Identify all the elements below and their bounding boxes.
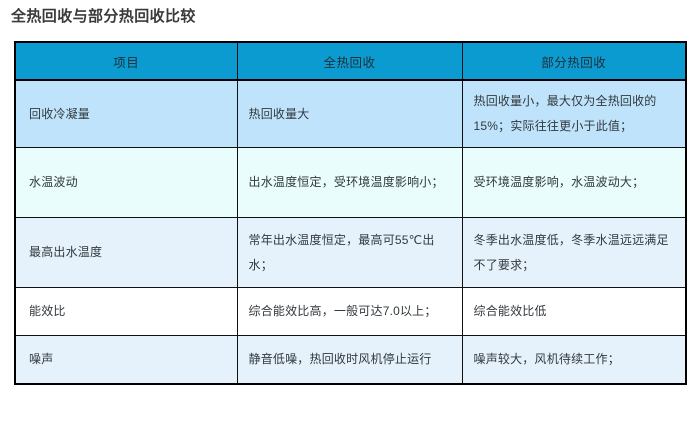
column-header-item: 项目 [14, 41, 238, 81]
table-row: 水温波动 出水温度恒定，受环境温度影响小； 受环境温度影响，水温波动大； [14, 147, 687, 218]
table-row: 能效比 综合能效比高，一般可达7.0以上； 综合能效比低 [14, 287, 687, 336]
table-row: 噪声 静音低噪，热回收时风机停止运行 噪声较大，风机待续工作； [14, 335, 687, 384]
comparison-table: 项目 全热回收 部分热回收 回收冷凝量 热回收量大 热回收量小，最大仅为全热回收… [14, 41, 687, 385]
cell-full-energy-efficiency-ratio: 综合能效比高，一般可达7.0以上； [236, 287, 463, 336]
cell-item-noise: 噪声 [14, 335, 238, 384]
cell-full-max-outlet-temp: 常年出水温度恒定，最高可55℃出水； [236, 217, 463, 288]
table-body: 回收冷凝量 热回收量大 热回收量小，最大仅为全热回收的15%；实际往往更小于此值… [14, 79, 687, 384]
cell-partial-water-temp-fluctuation: 受环境温度影响，水温波动大； [461, 147, 687, 218]
table-row: 回收冷凝量 热回收量大 热回收量小，最大仅为全热回收的15%；实际往往更小于此值… [14, 79, 687, 148]
page-title: 全热回收与部分热回收比较 [11, 8, 196, 25]
table-header-row: 项目 全热回收 部分热回收 [14, 41, 687, 81]
cell-item-energy-efficiency-ratio: 能效比 [14, 287, 238, 336]
cell-partial-max-outlet-temp: 冬季出水温度低，冬季水温远远满足不了要求； [461, 217, 687, 288]
comparison-table-container: 项目 全热回收 部分热回收 回收冷凝量 热回收量大 热回收量小，最大仅为全热回收… [14, 41, 687, 385]
table-header: 项目 全热回收 部分热回收 [14, 41, 687, 81]
cell-partial-energy-efficiency-ratio: 综合能效比低 [461, 287, 687, 336]
cell-partial-condensate-recovery: 热回收量小，最大仅为全热回收的15%；实际往往更小于此值； [461, 79, 687, 148]
cell-full-condensate-recovery: 热回收量大 [236, 79, 463, 148]
cell-item-water-temp-fluctuation: 水温波动 [14, 147, 238, 218]
column-header-partial-heat-recovery: 部分热回收 [461, 41, 687, 81]
cell-full-water-temp-fluctuation: 出水温度恒定，受环境温度影响小； [236, 147, 463, 218]
cell-partial-noise: 噪声较大，风机待续工作； [461, 335, 687, 384]
table-row: 最高出水温度 常年出水温度恒定，最高可55℃出水； 冬季出水温度低，冬季水温远远… [14, 217, 687, 288]
column-header-full-heat-recovery: 全热回收 [236, 41, 463, 81]
cell-item-max-outlet-temp: 最高出水温度 [14, 217, 238, 288]
cell-full-noise: 静音低噪，热回收时风机停止运行 [236, 335, 463, 384]
cell-item-condensate-recovery: 回收冷凝量 [14, 79, 238, 148]
